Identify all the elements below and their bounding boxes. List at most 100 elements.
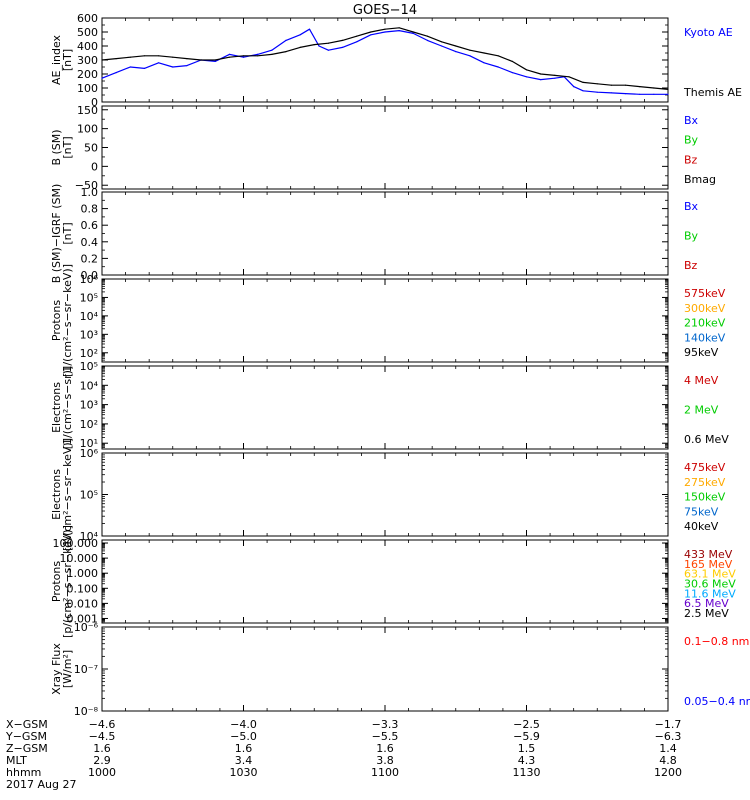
- y-axis-label-line: [nT]: [61, 49, 74, 71]
- data-point: [172, 66, 174, 68]
- y-axis-label-line: [nT]: [61, 222, 74, 244]
- legend-entry: 2 MeV: [684, 404, 719, 417]
- tick-label: 0.0: [81, 269, 99, 282]
- legend-entry: 0.6 MeV: [684, 433, 729, 446]
- tick-label: 0.4: [81, 236, 99, 249]
- data-point: [384, 28, 386, 30]
- legend-entry: 75keV: [684, 505, 719, 518]
- ephemeris-value: 3.8: [376, 754, 394, 767]
- y-axis-label-line: [nT]: [61, 136, 74, 158]
- y-axis-label: Electrons[1/(cm²−s−sr)]: [50, 366, 74, 449]
- data-point: [441, 45, 443, 47]
- tick-label: 10⁴: [80, 379, 99, 392]
- legend-entry: 2.5 MeV: [684, 607, 729, 620]
- data-point: [172, 56, 174, 58]
- legend-entry: Themis AE: [683, 86, 742, 99]
- tick-label: 0.100: [67, 582, 99, 595]
- data-point: [639, 86, 641, 88]
- y-axis-label-line: Protons: [50, 561, 63, 602]
- tick-label: 10⁻⁸: [74, 705, 99, 718]
- legend-entry: 150keV: [684, 491, 726, 504]
- data-point: [257, 53, 259, 56]
- tick-label: 10⁵: [80, 360, 98, 373]
- ephemeris-value: 1130: [513, 766, 541, 779]
- data-point: [554, 74, 556, 76]
- tick-label: 0: [91, 96, 98, 109]
- data-point: [186, 58, 188, 60]
- legend-entry: 575keV: [684, 287, 726, 300]
- data-point: [129, 56, 131, 58]
- date-label: 2017 Aug 27: [6, 778, 76, 791]
- tick-label: 200: [77, 68, 98, 81]
- data-point: [582, 90, 584, 92]
- data-point: [525, 76, 528, 78]
- ephemeris-value: −6.3: [655, 730, 682, 743]
- legend-entry: Bmag: [684, 173, 716, 186]
- ephemeris-value: 1.4: [659, 742, 677, 755]
- legend-entry: 433 MeV: [684, 548, 733, 561]
- panel-frame: [101, 191, 669, 276]
- ephemeris-value: −5.5: [372, 730, 399, 743]
- y-axis-label-line: [p/(cm²−s−sr−keV)]: [61, 525, 74, 638]
- data-point: [573, 86, 575, 88]
- data-point: [610, 84, 613, 86]
- tick-label: 10⁻⁷: [74, 663, 98, 676]
- y-axis-label-line: B (SM): [50, 129, 63, 165]
- data-point: [511, 60, 513, 63]
- legend-entry: 0.05−0.4 nm: [684, 695, 750, 708]
- data-point: [341, 39, 344, 42]
- legend-entry: 210keV: [684, 317, 726, 330]
- y-axis-label-line: Electrons: [50, 469, 63, 520]
- y-axis-label: Protons[p/(cm²−s−sr−keV)]: [50, 525, 74, 638]
- legend-entry: 275keV: [684, 476, 726, 489]
- data-point: [554, 77, 556, 79]
- data-point: [582, 81, 584, 83]
- tick-label: 1.0: [81, 186, 99, 199]
- series-line: [101, 28, 668, 95]
- legend-entry: By: [684, 230, 699, 243]
- legend-entry: 30.6 MeV: [684, 578, 736, 591]
- ephemeris-value: −4.5: [89, 730, 116, 743]
- ephemeris-row-label: X−GSM: [6, 718, 48, 731]
- data-point: [497, 55, 499, 57]
- data-point: [398, 30, 400, 32]
- ephemeris-row-label: Z−GSM: [6, 742, 48, 755]
- ephemeris-value: −1.7: [655, 718, 682, 731]
- data-point: [426, 35, 429, 37]
- ephemeris-value: 1030: [230, 766, 258, 779]
- data-point: [101, 77, 103, 79]
- data-point: [398, 27, 400, 29]
- data-point: [327, 42, 329, 44]
- y-axis-label: Protons[1/(cm²−s−sr−keV)]: [50, 264, 74, 377]
- tick-label: 10³: [80, 328, 98, 341]
- legend-entry: Bx: [684, 114, 699, 127]
- y-axis-label-line: [1/(cm²−s−sr−keV)]: [61, 264, 74, 377]
- data-point: [610, 92, 613, 94]
- y-axis-label-line: AE_index: [50, 34, 63, 85]
- data-point: [540, 73, 542, 75]
- tick-label: 0.001: [67, 612, 99, 625]
- legend-entry: 0.1−0.8 nm: [684, 635, 749, 648]
- data-point: [308, 28, 311, 30]
- tick-label: 0.010: [67, 597, 99, 610]
- tick-label: 10²: [80, 418, 98, 431]
- legend-entry: Kyoto AE: [684, 26, 733, 39]
- data-point: [214, 60, 216, 63]
- data-point: [639, 93, 641, 95]
- legend-entry: 140keV: [684, 331, 726, 344]
- tick-label: −50: [75, 179, 98, 192]
- data-point: [129, 66, 131, 68]
- y-axis-label-line: B (SM)−IGRF (SM): [50, 184, 63, 284]
- tick-label: 100: [77, 123, 98, 136]
- legend-entry: 63.1 MeV: [684, 568, 736, 581]
- data-point: [384, 31, 386, 33]
- y-axis-label: AE_index[nT]: [50, 34, 74, 85]
- data-point: [455, 45, 457, 47]
- data-point: [370, 34, 372, 36]
- tick-label: 100.000: [53, 537, 99, 550]
- panel-electrons2: 10⁴ 10⁵ 10⁶ Electrons[1/(cm²−s−sr−keV)] 475k…: [50, 438, 726, 551]
- data-point: [426, 39, 429, 42]
- data-point: [511, 72, 513, 74]
- data-point: [455, 51, 457, 53]
- panel-frame: [101, 278, 669, 363]
